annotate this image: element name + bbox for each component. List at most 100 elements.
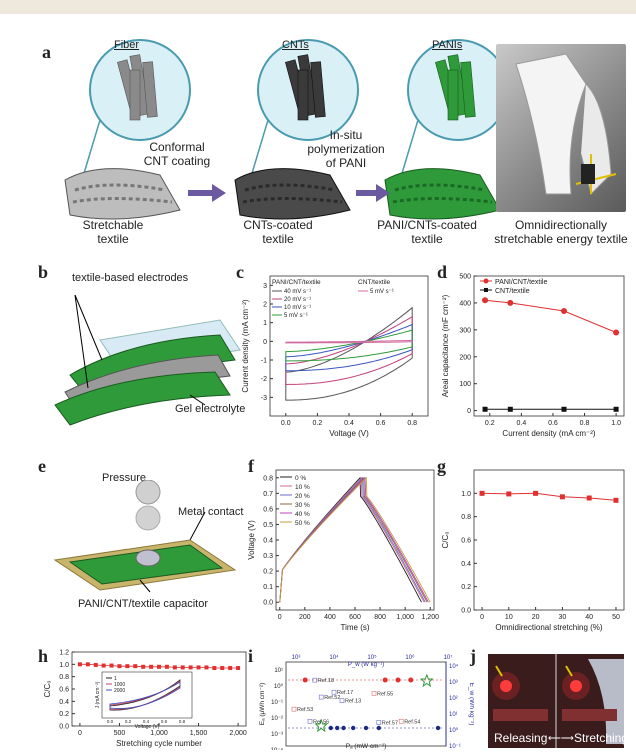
data-point <box>149 665 153 669</box>
ref-marker <box>332 690 336 694</box>
x-axis-label: Stretching cycle number <box>116 739 202 748</box>
blue-point <box>335 726 339 730</box>
y-tick-label: 0.6 <box>59 687 69 694</box>
label-panis: PANIs <box>432 39 462 51</box>
y-tick-label: 0.8 <box>263 475 273 482</box>
inset-x-tick-label: 0.2 <box>125 719 132 724</box>
panel-label-i: i <box>248 646 253 667</box>
data-point <box>197 665 201 669</box>
x-axis-label: Omnidirectional stretching (%) <box>495 623 602 632</box>
y-tick-label: 1 <box>263 320 267 327</box>
ref-label: Ref.54 <box>404 719 420 725</box>
legend-marker <box>484 279 489 284</box>
y-tick-label: 0.2 <box>263 569 273 576</box>
ref-label: Ref.18 <box>318 678 334 684</box>
data-point <box>482 297 488 303</box>
red-point <box>408 678 413 683</box>
caption-cnts-coated: CNTs-coated textile <box>228 218 328 246</box>
y-axis-label: Current density (mA cm⁻²) <box>241 299 250 392</box>
right-tick-label: 10¹ <box>449 712 458 718</box>
y-tick-label: 100 <box>459 381 471 388</box>
y-tick-label: -1 <box>261 358 267 365</box>
data-point <box>508 407 513 412</box>
arrow-polymerization <box>356 184 390 202</box>
series-line-0 <box>485 300 616 332</box>
y-tick-label: 3 <box>263 283 267 290</box>
textile-plain <box>65 169 180 219</box>
y-tick-label: 1.0 <box>59 662 69 669</box>
data-point <box>507 300 513 306</box>
ref-label: Ref.55 <box>377 691 393 697</box>
red-point <box>303 678 308 683</box>
x-tick-label: 0 <box>480 614 484 621</box>
cv-loop-0 <box>286 308 412 400</box>
y-tick-label: 0.0 <box>59 724 69 731</box>
y-axis-label: Areal capacitance (mF cm⁻²) <box>441 294 450 397</box>
inset-x-tick-label: 0.6 <box>161 719 168 724</box>
right-axis-label: E_w (Wh kg⁻¹) <box>468 683 474 726</box>
y-tick-label: 0.8 <box>59 674 69 681</box>
legend-header-cnt: CNT/textile <box>358 279 391 286</box>
x-tick-label: 600 <box>349 614 361 621</box>
legend-entry: 10 mV s⁻¹ <box>284 305 311 311</box>
data-point <box>483 407 488 412</box>
y-axis-label: Voltage (V) <box>247 520 256 560</box>
star-marker <box>421 675 432 686</box>
data-point <box>204 665 208 669</box>
y-tick-label: 500 <box>459 274 471 281</box>
x-tick-label: 0 <box>78 730 82 737</box>
x-tick-label: 10 <box>505 614 513 621</box>
top-tick-label: 10³ <box>292 655 301 661</box>
y-axis-label: C/C₀ <box>441 531 450 548</box>
x-tick-label: 0.6 <box>548 420 558 427</box>
legend-entry: 30 % <box>295 502 310 509</box>
blue-point <box>341 726 345 730</box>
x-tick-label: 200 <box>299 614 311 621</box>
legend-entry: 50 % <box>295 520 310 527</box>
y-tick-label: 0.0 <box>263 600 273 607</box>
x-tick-label: 1,000 <box>396 614 414 621</box>
x-tick-label: 400 <box>324 614 336 621</box>
ref-marker <box>377 720 381 724</box>
data-point <box>189 665 193 669</box>
y-tick-label: 0.6 <box>461 538 471 545</box>
legend-marker <box>484 288 488 292</box>
legend-entry: 40 % <box>295 511 310 518</box>
red-point <box>383 678 388 683</box>
label-stretching: Stretching <box>574 731 628 745</box>
y-tick-label: 0.7 <box>263 491 273 498</box>
x-axis-label: Pₐ (mW cm⁻²) <box>346 743 387 750</box>
y-tick-label: 0.1 <box>263 584 273 591</box>
ref-marker <box>399 719 403 723</box>
data-point <box>117 664 121 668</box>
x-tick-label: 0.4 <box>517 420 527 427</box>
panel-label-e: e <box>38 456 46 477</box>
data-point <box>561 308 567 314</box>
y-tick-label: 10⁻¹ <box>271 700 283 706</box>
right-tick-label: 10⁴ <box>449 663 459 670</box>
y-tick-label: 0.6 <box>263 506 273 513</box>
blue-point <box>377 726 381 730</box>
legend-entry: 0 % <box>295 475 306 482</box>
ref-marker <box>340 699 344 703</box>
data-point <box>560 494 565 499</box>
inset-x-label: Voltage (V) <box>135 724 160 730</box>
y-tick-label: 0.4 <box>59 699 69 706</box>
data-point <box>533 491 538 496</box>
y-tick-label: 10¹ <box>274 668 283 674</box>
label-fiber: Fiber <box>114 39 139 51</box>
blue-point <box>364 726 368 730</box>
data-point <box>141 665 145 669</box>
ref-label: Ref.13 <box>345 699 361 705</box>
x-axis-label: Voltage (V) <box>329 429 369 438</box>
x-axis-label: Time (s) <box>340 623 369 632</box>
plot-frame <box>474 276 624 416</box>
data-point <box>562 407 567 412</box>
y-tick-label: 10⁻³ <box>271 732 283 738</box>
panel-label-j: j <box>470 646 476 667</box>
y-tick-label: 0.2 <box>59 711 69 718</box>
